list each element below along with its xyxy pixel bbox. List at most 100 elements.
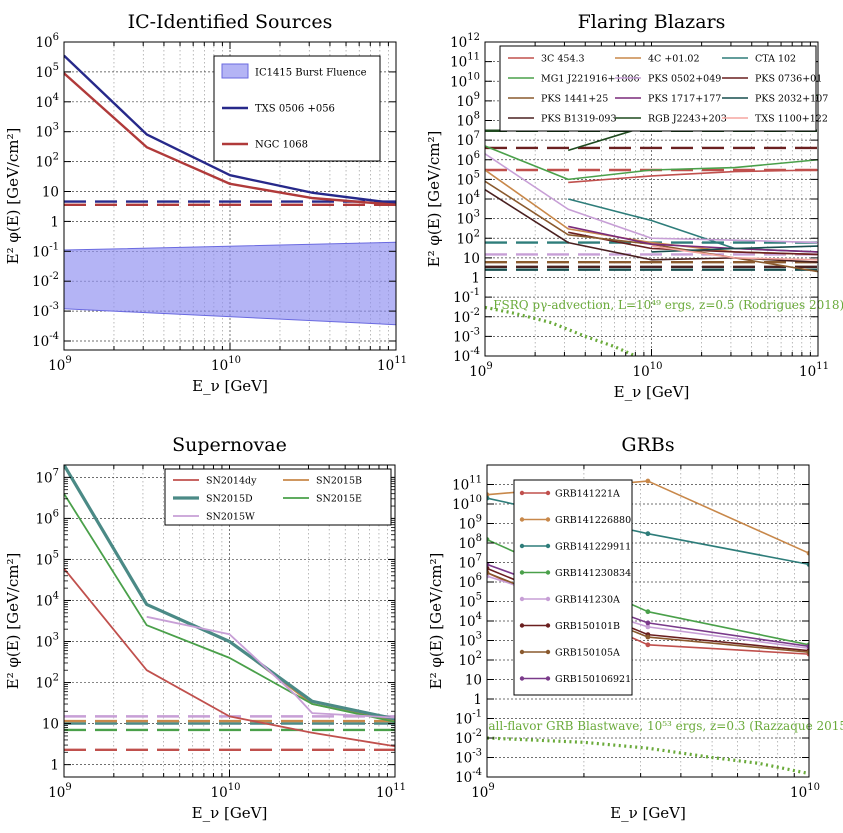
y-tick-label: 10-2 bbox=[455, 728, 482, 747]
y-tick-label: 10 bbox=[42, 717, 59, 733]
x-tick-label: 109 bbox=[48, 782, 72, 801]
svg-text:PKS 1717+177: PKS 1717+177 bbox=[648, 94, 721, 105]
y-tick-label: 107 bbox=[456, 130, 480, 149]
chart-title: IC-Identified Sources bbox=[128, 11, 333, 33]
svg-text:GRB141230834: GRB141230834 bbox=[555, 568, 631, 579]
svg-text:GRB141226880: GRB141226880 bbox=[555, 515, 631, 526]
y-tick-label: 105 bbox=[35, 549, 59, 568]
y-tick-label: 1011 bbox=[452, 475, 482, 494]
svg-text:3C 454.3: 3C 454.3 bbox=[541, 54, 585, 65]
y-tick-label: 10 bbox=[465, 673, 482, 689]
y-tick-label: 106 bbox=[35, 508, 59, 527]
svg-text:GRB150101B: GRB150101B bbox=[555, 621, 620, 632]
y-tick-label: 10 bbox=[463, 251, 480, 267]
svg-text:TXS 1100+122: TXS 1100+122 bbox=[755, 114, 828, 125]
chart-svg-p1: IC-Identified Sources 109 1010 1011 10-4 10-3… bbox=[0, 0, 421, 414]
svg-text:SN2015B: SN2015B bbox=[316, 476, 362, 487]
y-tick-label: 1012 bbox=[450, 32, 480, 51]
y-tick-label: 103 bbox=[35, 632, 59, 651]
y-tick-label: 10-1 bbox=[455, 709, 482, 728]
y-tick-label: 106 bbox=[456, 150, 480, 169]
x-tick-label: 1010 bbox=[211, 782, 241, 801]
svg-text:SN2015D: SN2015D bbox=[206, 494, 253, 505]
series-line bbox=[64, 494, 395, 722]
y-tick-label: 10-1 bbox=[453, 287, 480, 306]
y-tick-label: 105 bbox=[458, 592, 482, 611]
svg-text:GRB141221A: GRB141221A bbox=[555, 489, 620, 500]
y-tick-label: 109 bbox=[456, 91, 480, 110]
x-axis-label: E_ν [GeV] bbox=[192, 804, 268, 822]
svg-text:GRB141229911: GRB141229911 bbox=[555, 542, 631, 553]
x-axis-label: E_ν [GeV] bbox=[192, 377, 268, 395]
y-tick-label: 102 bbox=[35, 152, 59, 171]
x-tick-label: 1011 bbox=[799, 361, 829, 380]
y-tick-label: 10-4 bbox=[32, 331, 59, 350]
data-point bbox=[645, 531, 650, 536]
y-axis-label: E² φ(E) [GeV/cm²] bbox=[4, 553, 22, 690]
y-tick-label: 104 bbox=[35, 92, 59, 111]
data-point bbox=[645, 479, 650, 484]
y-tick-label: 10-4 bbox=[453, 346, 480, 365]
y-tick-label: 10 bbox=[42, 184, 59, 200]
y-axis-label: E² φ(E) [GeV/cm²] bbox=[427, 553, 445, 690]
y-tick-label: 10-1 bbox=[32, 241, 59, 260]
svg-text:IC1415 Burst Fluence: IC1415 Burst Fluence bbox=[255, 68, 367, 79]
y-tick-label: 10-3 bbox=[453, 326, 480, 345]
svg-text:SN2015W: SN2015W bbox=[206, 512, 255, 523]
x-axis-label: E_ν [GeV] bbox=[614, 383, 690, 401]
svg-text:GRB150106921: GRB150106921 bbox=[555, 674, 631, 685]
y-tick-label: 103 bbox=[456, 209, 480, 228]
y-tick-label: 10-3 bbox=[32, 301, 59, 320]
svg-text:SN2014dy: SN2014dy bbox=[206, 476, 257, 487]
svg-text:CTA 102: CTA 102 bbox=[755, 54, 796, 65]
svg-text:GRB150105A: GRB150105A bbox=[555, 648, 620, 659]
y-tick-label: 10-3 bbox=[455, 748, 482, 767]
svg-text:GRB141230A: GRB141230A bbox=[555, 595, 620, 606]
y-tick-label: 1 bbox=[473, 692, 482, 708]
x-tick-label: 1011 bbox=[376, 782, 406, 801]
svg-text:SN2015E: SN2015E bbox=[316, 494, 362, 505]
x-tick-label: 1010 bbox=[790, 782, 820, 801]
series-line bbox=[147, 617, 395, 718]
x-tick-label: 1010 bbox=[211, 355, 241, 374]
model-annotation: all-flavor GRB Blastwave, 10⁵³ ergs, z=0… bbox=[488, 719, 843, 733]
y-tick-label: 103 bbox=[458, 631, 482, 650]
x-tick-label: 1011 bbox=[377, 355, 407, 374]
svg-text:MG1 J221916+1806: MG1 J221916+1806 bbox=[541, 74, 640, 85]
y-tick-label: 105 bbox=[456, 169, 480, 188]
series-line bbox=[568, 170, 818, 182]
y-tick-label: 10-2 bbox=[32, 271, 59, 290]
chart-title: Flaring Blazars bbox=[578, 11, 726, 33]
y-tick-label: 107 bbox=[35, 467, 59, 486]
series-line bbox=[568, 199, 818, 252]
y-tick-label: 102 bbox=[458, 650, 482, 669]
y-tick-label: 107 bbox=[458, 553, 482, 572]
legend: SN2014dy SN2015B SN2015D SN2015E SN2015W bbox=[165, 469, 391, 525]
svg-text:PKS 0736+01: PKS 0736+01 bbox=[755, 74, 822, 85]
y-tick-label: 10-4 bbox=[455, 767, 482, 786]
svg-text:NGC 1068: NGC 1068 bbox=[255, 140, 308, 151]
y-tick-label: 1010 bbox=[450, 71, 480, 90]
x-tick-label: 109 bbox=[48, 355, 72, 374]
legend: GRB141221A GRB141226880 GRB141229911 GRB141… bbox=[514, 480, 632, 695]
y-tick-label: 106 bbox=[458, 572, 482, 591]
band-ic1415-burst-fluence bbox=[64, 242, 396, 324]
x-tick-label: 109 bbox=[469, 361, 493, 380]
model-curve bbox=[487, 738, 809, 774]
y-tick-label: 102 bbox=[456, 228, 480, 247]
y-tick-label: 102 bbox=[35, 673, 59, 692]
chart-title: Supernovae bbox=[172, 434, 287, 456]
y-tick-label: 105 bbox=[35, 62, 59, 81]
y-tick-label: 1010 bbox=[452, 494, 482, 513]
y-tick-label: 104 bbox=[35, 590, 59, 609]
y-tick-label: 10-2 bbox=[453, 307, 480, 326]
y-tick-label: 109 bbox=[458, 514, 482, 533]
model-curve bbox=[485, 307, 635, 356]
y-tick-label: 103 bbox=[35, 122, 59, 141]
